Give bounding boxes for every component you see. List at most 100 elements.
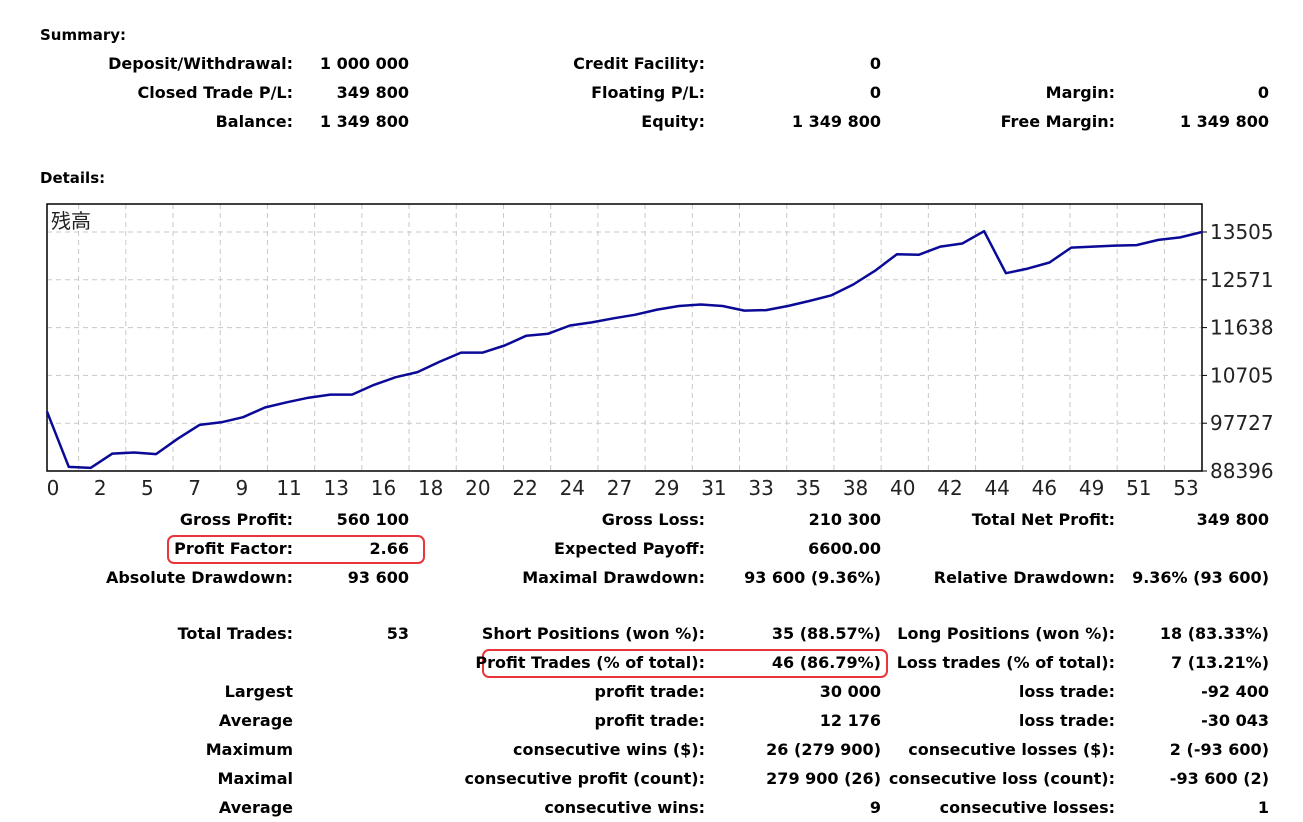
closed-pl-value: 349 800 — [336, 83, 409, 102]
data-point — [1048, 261, 1051, 264]
data-point — [547, 332, 550, 335]
x-tick-label: 16 — [371, 476, 396, 500]
margin-label: Margin: — [1045, 83, 1115, 102]
data-point — [220, 421, 223, 424]
gross-profit-label: Gross Profit: — [179, 510, 293, 529]
data-point — [961, 242, 964, 245]
deposit-value: 1 000 000 — [319, 54, 409, 73]
profit-factor-value: 2.66 — [369, 539, 409, 558]
total-trades-label: Total Trades: — [177, 624, 293, 643]
largest-label: Largest — [224, 682, 293, 701]
data-point — [830, 294, 833, 297]
avg-consecutive-losses-value: 1 — [1257, 798, 1269, 817]
average-consecutive-label: Average — [218, 798, 293, 817]
consecutive-loss-count-label: consecutive loss (count): — [888, 769, 1115, 788]
consecutive-profit-count-label: consecutive profit (count): — [464, 769, 705, 788]
x-tick-label: 31 — [701, 476, 726, 500]
largest-loss-trade-label: loss trade: — [1018, 682, 1115, 701]
gross-profit-value: 560 100 — [336, 510, 409, 529]
loss-trades-label: Loss trades (% of total): — [896, 653, 1115, 672]
x-axis-ticks: 0 2 5 7 9 11 13 16 18 20 22 24 27 29 31 33 35 38 40 42 44 46 4… — [47, 476, 1199, 500]
closed-pl-label: Closed Trade P/L: — [137, 83, 294, 102]
data-point — [678, 305, 680, 307]
maximal-drawdown-value: 93 600 (9.36%) — [744, 568, 881, 587]
data-point — [285, 401, 288, 404]
x-tick-label: 2 — [94, 476, 107, 500]
y-tick-label: 12571 — [1210, 268, 1274, 292]
x-tick-label: 35 — [796, 476, 821, 500]
data-point — [1026, 267, 1029, 270]
data-point — [591, 321, 593, 324]
x-tick-label: 33 — [748, 476, 773, 500]
chart-title: 残高 — [51, 209, 91, 233]
y-tick-label: 13505 — [1210, 220, 1274, 244]
average-loss-trade-value: -30 043 — [1201, 711, 1269, 730]
data-point — [896, 253, 898, 256]
average-profit-trade-value: 12 176 — [819, 711, 881, 730]
data-point — [612, 317, 615, 320]
largest-profit-trade-value: 30 000 — [819, 682, 881, 701]
data-point — [721, 305, 724, 307]
x-tick-label: 9 — [235, 476, 248, 500]
data-point — [983, 230, 985, 233]
data-point — [1157, 239, 1160, 241]
x-tick-label: 22 — [512, 476, 537, 500]
avg-consecutive-wins-label: consecutive wins: — [544, 798, 705, 817]
consecutive-losses-label: consecutive losses ($): — [908, 740, 1115, 759]
x-tick-label: 5 — [141, 476, 154, 500]
data-point — [1179, 236, 1182, 239]
expected-payoff-value: 6600.00 — [808, 539, 881, 558]
y-tick-label: 11638 — [1210, 316, 1274, 340]
x-tick-label: 53 — [1173, 476, 1198, 500]
data-point — [198, 424, 201, 426]
credit-label: Credit Facility: — [573, 54, 705, 73]
balance-value: 1 349 800 — [319, 112, 409, 131]
equity-value: 1 349 800 — [791, 112, 881, 131]
consecutive-profit-count-value: 279 900 (26) — [766, 769, 881, 788]
plot-frame — [46, 203, 1203, 472]
total-net-profit-value: 349 800 — [1196, 510, 1269, 529]
data-point — [89, 467, 92, 469]
data-point — [634, 313, 637, 316]
profit-factor-highlight — [167, 535, 425, 564]
data-point — [874, 269, 876, 272]
data-point — [569, 324, 571, 327]
data-point — [1135, 244, 1138, 246]
profit-trades-highlight — [482, 649, 888, 678]
data-point — [743, 309, 746, 312]
data-point — [852, 283, 855, 286]
chart-grid — [47, 204, 1202, 471]
data-point — [1201, 231, 1203, 233]
long-positions-value: 18 (83.33%) — [1159, 624, 1269, 643]
x-tick-label: 27 — [607, 476, 632, 500]
data-point — [264, 406, 266, 409]
profit-factor-label: Profit Factor: — [174, 539, 293, 558]
margin-value: 0 — [1257, 83, 1269, 102]
summary-heading: Summary: — [40, 26, 127, 44]
data-point — [351, 393, 353, 396]
floating-pl-value: 0 — [869, 83, 881, 102]
largest-profit-trade-label: profit trade: — [594, 682, 705, 701]
x-tick-label: 0 — [47, 476, 60, 500]
data-point — [939, 245, 942, 248]
absolute-drawdown-value: 93 600 — [347, 568, 409, 587]
data-point — [394, 376, 397, 379]
profit-trades-label: Profit Trades (% of total): — [475, 653, 705, 672]
data-point — [155, 453, 157, 455]
relative-drawdown-value: 9.36% (93 600) — [1132, 568, 1269, 587]
total-net-profit-label: Total Net Profit: — [971, 510, 1115, 529]
maximal-drawdown-label: Maximal Drawdown: — [522, 568, 705, 587]
balance-line — [45, 229, 1203, 470]
maximal-label: Maximal — [217, 769, 293, 788]
average-loss-trade-label: loss trade: — [1018, 711, 1115, 730]
data-point — [917, 253, 920, 256]
consecutive-loss-count-value: -93 600 (2) — [1169, 769, 1269, 788]
x-tick-label: 49 — [1079, 476, 1104, 500]
consecutive-wins-value: 26 (279 900) — [766, 740, 881, 759]
free-margin-value: 1 349 800 — [1179, 112, 1269, 131]
data-point — [787, 305, 789, 307]
data-point — [46, 410, 48, 413]
data-point — [1092, 245, 1094, 248]
data-point — [656, 308, 658, 311]
loss-trades-value: 7 (13.21%) — [1171, 653, 1269, 672]
